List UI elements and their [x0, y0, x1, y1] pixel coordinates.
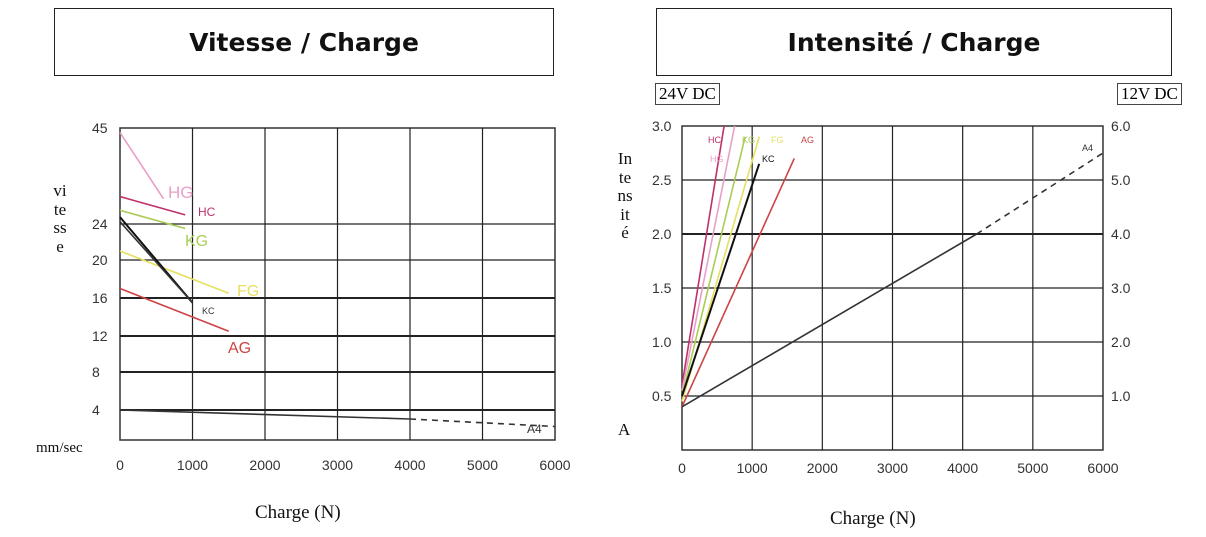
chart2-ytick-right-label: 6.0 [1111, 118, 1131, 134]
left-voltage-label: 24V DC [655, 83, 720, 105]
chart1-ytick-label: 4 [92, 402, 100, 418]
chart2-xtick-label: 1000 [737, 460, 768, 476]
chart2-ytick-label: 1.5 [652, 280, 672, 296]
chart1-series-dashed [409, 418, 556, 428]
chart1-series-label: FG [237, 283, 259, 300]
chart2-series-label: KC [762, 154, 775, 164]
chart2-series-line [681, 158, 795, 408]
chart1-series-label: HC [198, 205, 216, 219]
chart2-xtick-label: 4000 [947, 460, 978, 476]
chart1-series-line [119, 195, 186, 216]
chart1-series-line [119, 287, 230, 332]
chart2-series-label: HC [708, 135, 721, 145]
chart2-series-line [681, 136, 746, 397]
chart2-ytick-right-label: 5.0 [1111, 172, 1131, 188]
chart1-ytick-label: 20 [92, 252, 108, 268]
chart2-ytick-right-label: 1.0 [1111, 388, 1131, 404]
chart1-series-label: KG [185, 233, 208, 250]
chart1-series-label: A4 [527, 422, 542, 436]
chart2-series-label: FG [771, 135, 784, 145]
chart2-series-dashed [976, 152, 1104, 235]
chart1-ytick-label: 12 [92, 328, 108, 344]
chart1-xtick-label: 5000 [467, 457, 498, 473]
chart2-series-line [681, 125, 736, 391]
chart2-ylabel: Intensité [617, 149, 633, 242]
chart2-ytick-label: 1.0 [652, 334, 672, 350]
chart2-xtick-label: 2000 [807, 460, 838, 476]
chart2-series-label: A4 [1082, 143, 1093, 153]
chart2-xlabel: Charge (N) [830, 508, 916, 529]
chart1-series-line [119, 209, 186, 230]
chart1-xtick-label: 1000 [177, 457, 208, 473]
chart1-series-line [119, 409, 411, 420]
chart2-series-label: HG [710, 154, 724, 164]
chart1-xtick-label: 0 [116, 457, 124, 473]
chart2-xtick-label: 5000 [1017, 460, 1048, 476]
chart1-ytick-label: 45 [92, 120, 108, 136]
chart2-ytick-label: 0.5 [652, 388, 672, 404]
chart2-yunit: A [618, 420, 631, 439]
chart2-xtick-label: 6000 [1087, 460, 1118, 476]
chart1-xtick-label: 2000 [249, 457, 280, 473]
chart1-xtick-label: 3000 [322, 457, 353, 473]
chart2-ytick-right-label: 2.0 [1111, 334, 1131, 350]
chart1-xtick-label: 4000 [394, 457, 425, 473]
chart2-series-label: AG [801, 135, 814, 145]
chart2-title: Intensité / Charge [656, 8, 1172, 76]
right-voltage-label: 12V DC [1117, 83, 1182, 105]
chart2-ytick-label: 3.0 [652, 118, 672, 134]
chart1-ytick-label: 24 [92, 216, 108, 232]
chart1-series-line [119, 221, 194, 304]
chart2-series-label: KG [742, 135, 755, 145]
chart2-ytick-label: 2.0 [652, 226, 672, 242]
chart1-ylabel: vitesse [53, 181, 67, 256]
chart1-xlabel: Charge (N) [255, 502, 341, 523]
chart2-series-line [681, 233, 978, 408]
chart1-series-line [119, 132, 165, 200]
chart1-ytick-label: 8 [92, 364, 100, 380]
chart1-xtick-label: 6000 [539, 457, 570, 473]
chart1-title: Vitesse / Charge [54, 8, 554, 76]
chart1-series-line [119, 250, 230, 294]
chart2-series-line [681, 163, 761, 397]
chart1-ytick-label: 16 [92, 290, 108, 306]
chart2-ytick-label: 2.5 [652, 172, 672, 188]
chart2-xtick-label: 0 [678, 460, 686, 476]
chart1-series-label: HG [168, 183, 194, 202]
chart2-ytick-right-label: 3.0 [1111, 280, 1131, 296]
chart1-series-label: KC [202, 306, 215, 316]
chart1-series-label: AG [228, 340, 251, 357]
chart2-ytick-right-label: 4.0 [1111, 226, 1131, 242]
chart1-yunit: mm/sec [36, 440, 83, 456]
chart2-xtick-label: 3000 [877, 460, 908, 476]
chart2-series-line [681, 125, 725, 386]
